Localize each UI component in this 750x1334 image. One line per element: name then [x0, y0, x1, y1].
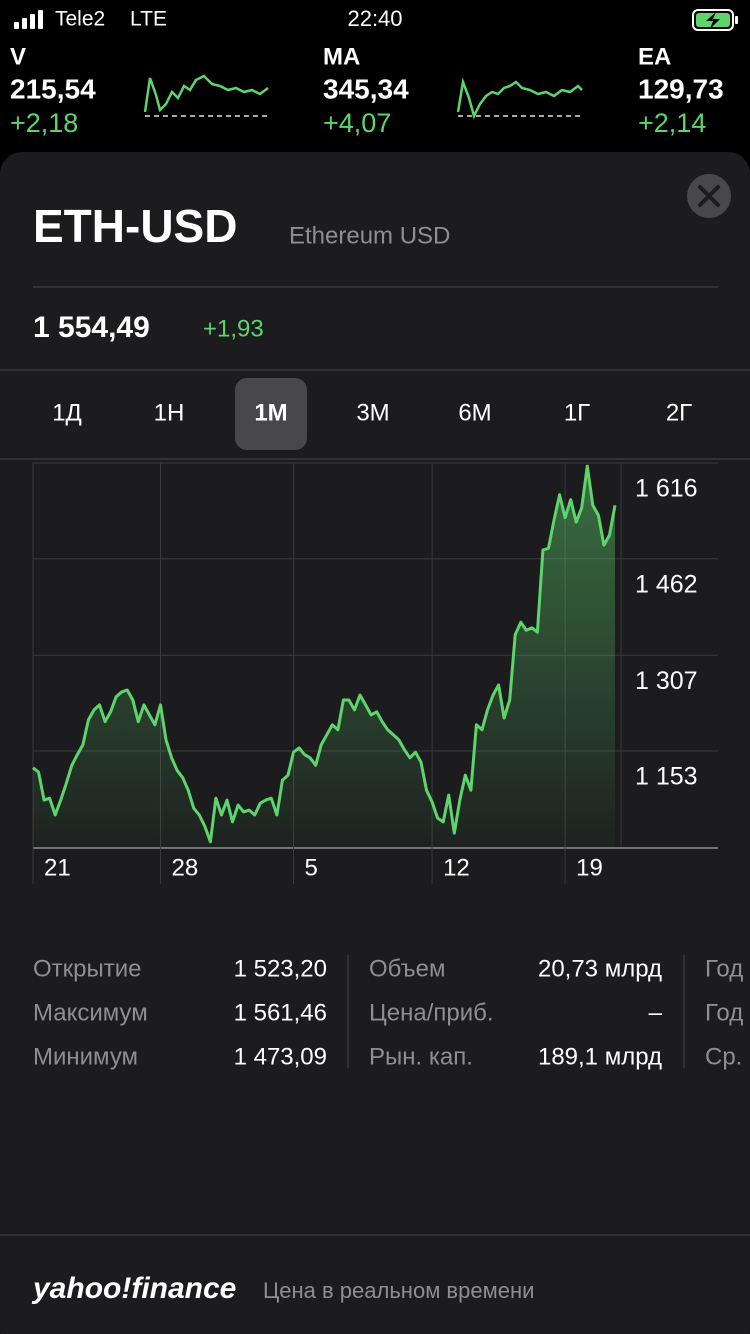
stat-label: Открытие	[33, 955, 142, 982]
stat-value: 1 523,20	[234, 955, 327, 982]
sparkline	[143, 74, 270, 117]
ticker-symbol[interactable]: EA	[638, 43, 671, 70]
range-button[interactable]: 1М	[254, 399, 287, 426]
footer-caption: Цена в реальном времени	[263, 1278, 534, 1303]
symbol: ETH-USD	[33, 200, 237, 252]
x-tick-label: 28	[171, 854, 198, 881]
stat-label: Цена/приб.	[369, 999, 494, 1026]
x-tick-label: 5	[305, 854, 318, 881]
ticker-change[interactable]: +2,14	[638, 108, 706, 138]
stat-label: Рын. кап.	[369, 1043, 473, 1070]
stat-value: 20,73 млрд	[538, 955, 662, 982]
signal-icon	[14, 10, 43, 29]
stat-value: 1 473,09	[234, 1043, 327, 1070]
range-button[interactable]: 2Г	[666, 399, 692, 426]
y-tick-label: 1 307	[635, 667, 698, 695]
y-tick-label: 1 462	[635, 570, 698, 598]
network: LTE	[130, 8, 167, 31]
stat-label: Год	[705, 999, 743, 1026]
range-button[interactable]: 6М	[458, 399, 491, 426]
close-button[interactable]	[687, 174, 731, 218]
sparkline	[456, 77, 583, 120]
stat-label: Ср.	[705, 1043, 742, 1070]
price-change: +1,93	[203, 315, 264, 342]
price-line	[32, 464, 617, 844]
x-tick-label: 12	[443, 854, 470, 881]
stat-value: 1 561,46	[234, 999, 327, 1026]
ticker-price[interactable]: 345,34	[323, 73, 409, 104]
price: 1 554,49	[33, 311, 150, 344]
ticker-price[interactable]: 129,73	[638, 73, 724, 104]
y-tick-label: 1 616	[635, 475, 698, 503]
stat-label: Год	[705, 955, 743, 982]
x-tick-label: 19	[576, 854, 603, 881]
x-tick-label: 21	[44, 854, 71, 881]
clock: 22:40	[347, 6, 402, 31]
stat-value: 189,1 млрд	[538, 1043, 662, 1070]
stat-value: –	[649, 999, 663, 1026]
carrier: Tele2	[55, 8, 105, 31]
ticker-symbol[interactable]: V	[10, 43, 26, 70]
ticker-symbol[interactable]: MA	[323, 43, 360, 70]
stat-label: Минимум	[33, 1043, 138, 1070]
stat-label: Объем	[369, 955, 445, 982]
range-button[interactable]: 1Г	[564, 399, 590, 426]
ticker-change[interactable]: +4,07	[323, 108, 391, 138]
stat-label: Максимум	[33, 999, 148, 1026]
provider-logo: yahoo!finance	[31, 1272, 236, 1305]
battery-icon	[692, 9, 738, 31]
area	[33, 466, 615, 848]
range-button[interactable]: 1Д	[52, 399, 82, 426]
ticker-price[interactable]: 215,54	[10, 73, 96, 104]
range-button[interactable]: 1Н	[154, 399, 185, 426]
ticker-change[interactable]: +2,18	[10, 108, 78, 138]
range-button[interactable]: 3М	[356, 399, 389, 426]
company-name: Ethereum USD	[289, 222, 450, 249]
range-selected	[235, 378, 307, 450]
y-tick-label: 1 153	[635, 763, 698, 791]
